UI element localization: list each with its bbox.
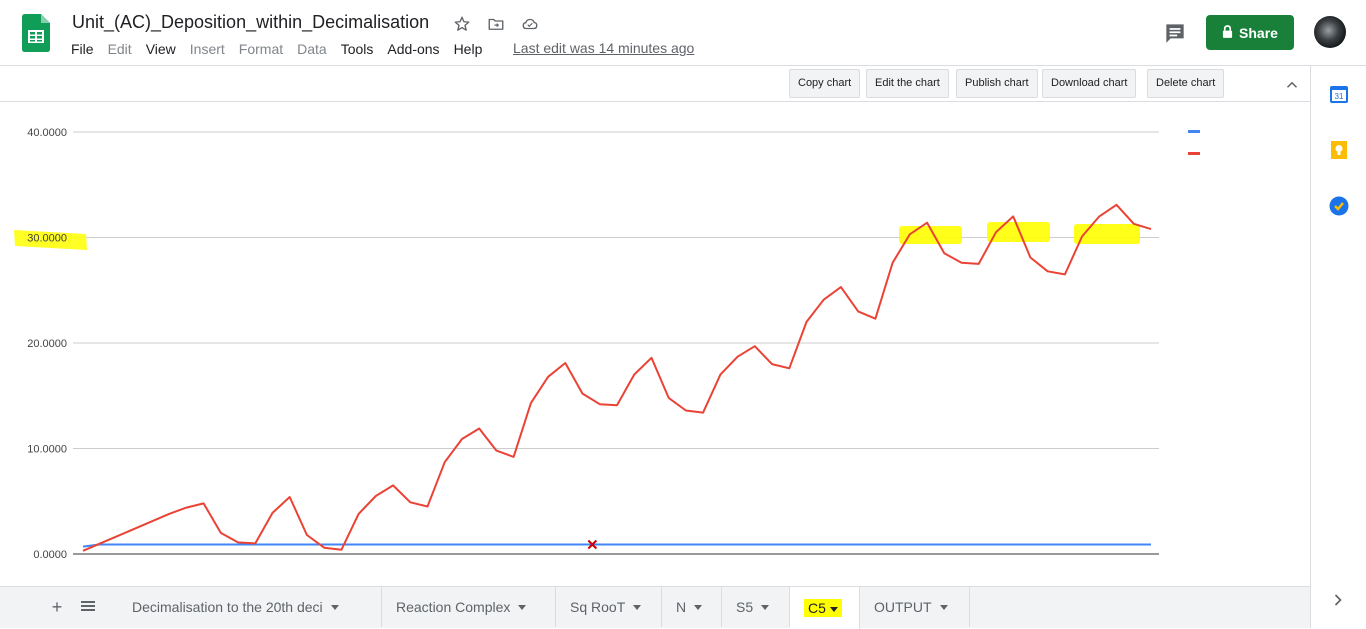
menu-view[interactable]: View	[145, 41, 176, 57]
y-tick-label: 30.0000	[27, 233, 67, 245]
cloud-status-icon[interactable]	[519, 13, 541, 35]
tab-label: C5	[808, 600, 826, 616]
data-point-marker[interactable]	[587, 539, 598, 550]
highlight-mark	[14, 230, 87, 250]
highlight-mark	[1074, 224, 1140, 244]
document-title[interactable]: Unit_(AC)_Deposition_within_Decimalisati…	[72, 12, 430, 32]
edit-chart-button[interactable]: Edit the chart	[866, 69, 949, 98]
avatar[interactable]	[1314, 16, 1346, 48]
tab-label: Sq RooT	[570, 599, 626, 615]
chevron-down-icon[interactable]	[330, 604, 339, 610]
tab-decimalisation[interactable]: Decimalisation to the 20th deci	[118, 587, 382, 627]
tab-s5[interactable]: S5	[722, 587, 790, 627]
tab-sq-root[interactable]: Sq RooT	[556, 587, 662, 627]
chevron-down-icon[interactable]	[518, 604, 527, 610]
sheet-tab-bar: + Decimalisation to the 20th deci Reacti…	[0, 586, 1310, 629]
tab-label: N	[676, 599, 687, 615]
chevron-down-icon[interactable]	[694, 604, 703, 610]
svg-text:31: 31	[1335, 92, 1344, 101]
menu-edit[interactable]: Edit	[107, 41, 132, 57]
download-chart-button[interactable]: Download chart	[1042, 69, 1137, 98]
comment-icon[interactable]	[1162, 20, 1188, 46]
menu-insert[interactable]: Insert	[189, 41, 225, 57]
menu-help[interactable]: Help	[453, 41, 483, 57]
lock-icon	[1222, 24, 1233, 41]
menu-file[interactable]: File	[71, 41, 94, 57]
sheet-list-icon[interactable]	[80, 598, 96, 614]
calendar-icon[interactable]: 31	[1329, 84, 1349, 104]
tab-active-highlight: C5	[804, 599, 842, 617]
series-line-1[interactable]	[82, 203, 1152, 552]
copy-chart-button[interactable]: Copy chart	[789, 69, 861, 98]
share-button[interactable]: Share	[1206, 15, 1294, 50]
share-label: Share	[1239, 24, 1278, 41]
y-tick-label: 40.0000	[27, 127, 67, 139]
sheets-logo[interactable]	[22, 14, 50, 52]
star-icon[interactable]	[451, 13, 473, 35]
line-chart[interactable]: 0.000010.000020.000030.000040.000030.000…	[0, 102, 1310, 586]
tab-output[interactable]: OUTPUT	[860, 587, 970, 627]
tab-label: Reaction Complex	[396, 599, 511, 615]
chevron-down-icon[interactable]	[633, 604, 642, 610]
tab-reaction-complex[interactable]: Reaction Complex	[382, 587, 556, 627]
tab-n[interactable]: N	[662, 587, 722, 627]
series-line-0[interactable]	[82, 543, 1151, 548]
tab-label: OUTPUT	[874, 599, 932, 615]
y-tick-label: 10.0000	[27, 444, 67, 456]
app-header: Unit_(AC)_Deposition_within_Decimalisati…	[0, 0, 1366, 66]
menu-bar: File Edit View Insert Format Data Tools …	[64, 40, 489, 58]
move-folder-icon[interactable]	[485, 13, 507, 35]
tasks-icon[interactable]	[1329, 196, 1349, 216]
chevron-right-icon[interactable]	[1328, 590, 1348, 610]
title-actions	[451, 13, 541, 35]
y-tick-label: 0.0000	[33, 549, 67, 561]
publish-chart-button[interactable]: Publish chart	[956, 69, 1038, 98]
chart-container[interactable]: 0.000010.000020.000030.000040.000030.000…	[0, 102, 1310, 586]
menu-format[interactable]: Format	[238, 41, 284, 57]
add-sheet-icon[interactable]: +	[51, 597, 63, 617]
tab-label: Decimalisation to the 20th deci	[132, 599, 323, 615]
y-tick-label: 20.0000	[27, 338, 67, 350]
tab-c5[interactable]: C5	[790, 587, 860, 629]
menu-data[interactable]: Data	[297, 41, 327, 57]
menu-add-ons[interactable]: Add-ons	[387, 41, 440, 57]
chevron-down-icon[interactable]	[761, 604, 770, 610]
menu-tools[interactable]: Tools	[340, 41, 374, 57]
chevron-down-icon[interactable]	[829, 606, 838, 612]
keep-icon[interactable]	[1329, 140, 1349, 160]
tab-label: S5	[736, 599, 754, 615]
legend-swatch[interactable]	[1188, 152, 1200, 155]
legend-swatch[interactable]	[1188, 130, 1200, 133]
side-panel: 31	[1310, 66, 1366, 628]
chevron-up-icon[interactable]	[1283, 76, 1301, 94]
chevron-down-icon[interactable]	[939, 604, 948, 610]
delete-chart-button[interactable]: Delete chart	[1147, 69, 1225, 98]
last-edit-link[interactable]: Last edit was 14 minutes ago	[513, 40, 695, 56]
chart-toolbar: Copy chart Edit the chart Publish chart …	[0, 66, 1310, 102]
